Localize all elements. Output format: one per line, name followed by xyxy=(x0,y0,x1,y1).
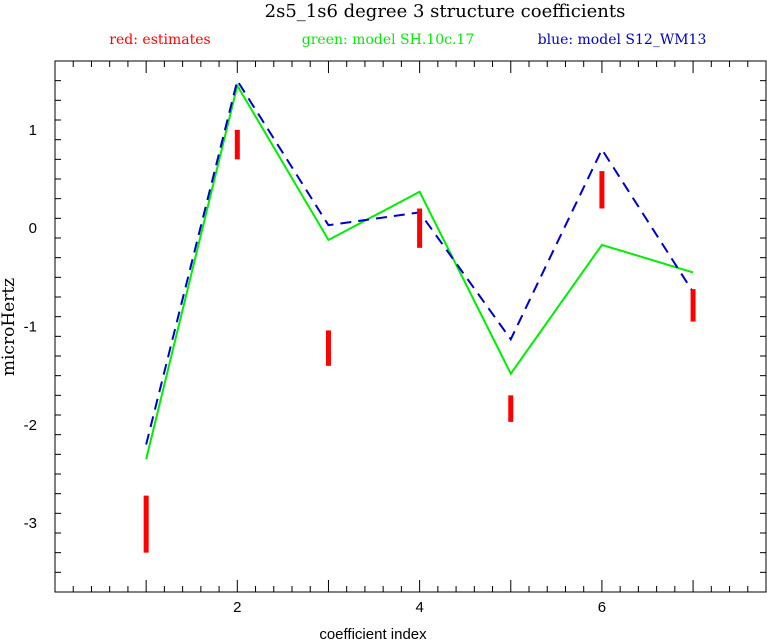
axis-tick-labels: 2 4 6 1 0 -1 -2 -3 xyxy=(24,122,606,616)
y-tick-label: -3 xyxy=(24,515,37,532)
x-tick-label: 2 xyxy=(233,599,241,616)
series-line-s12wm13 xyxy=(145,78,694,445)
x-axis-label: coefficient index xyxy=(319,626,427,641)
y-tick-label: -2 xyxy=(24,417,37,434)
y-tick-label: 1 xyxy=(29,122,37,139)
estimates-layer xyxy=(143,129,696,553)
legend-estimates: red: estimates xyxy=(109,32,210,48)
plot-frame xyxy=(54,60,767,593)
x-tick-label: 6 xyxy=(598,599,606,616)
series-layer xyxy=(145,78,694,460)
y-axis-label: microHertz xyxy=(0,278,19,376)
legend-model-s12wm13: blue: model S12_WM13 xyxy=(538,32,707,48)
y-tick-label: 0 xyxy=(29,220,37,237)
chart-title: 2s5_1s6 degree 3 structure coefficients xyxy=(265,1,626,22)
series-line-sh10c17 xyxy=(145,82,694,460)
legend-model-sh10c17: green: model SH.10c.17 xyxy=(302,32,474,48)
axis-ticks xyxy=(54,60,767,593)
y-tick-label: -1 xyxy=(24,319,37,336)
x-tick-label: 4 xyxy=(415,599,423,616)
